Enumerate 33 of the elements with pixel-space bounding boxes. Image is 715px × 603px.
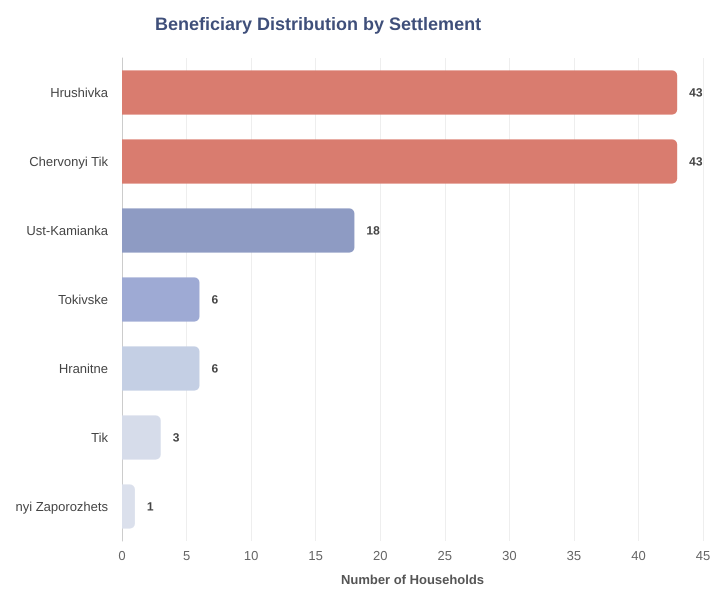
y-tick-label: Hranitne (58, 361, 108, 376)
y-tick-label: Ust-Kamianka (26, 223, 109, 238)
x-tick-label: 30 (502, 548, 517, 563)
bar (122, 484, 135, 529)
data-label: 43 (689, 86, 703, 100)
data-label: 6 (211, 362, 218, 376)
bar (122, 415, 161, 460)
data-label: 1 (146, 500, 154, 514)
y-tick-label: Chervonyi Tik (29, 154, 108, 169)
x-tick-label: 35 (566, 548, 582, 563)
chart-title: Beneficiary Distribution by Settlement (155, 14, 482, 34)
data-label: 3 (172, 430, 180, 444)
bar (122, 70, 678, 115)
x-tick-label: 15 (308, 548, 323, 563)
x-tick-label: 20 (372, 548, 388, 563)
x-tick-label: 45 (696, 548, 710, 563)
y-tick-label: Tokivske (58, 292, 108, 307)
bar (122, 346, 200, 391)
x-axis-title: Number of Households (340, 572, 484, 587)
x-tick-label: 40 (631, 548, 646, 563)
y-tick-label: Hrushivka (50, 85, 109, 100)
data-label: 18 (366, 224, 380, 238)
x-tick-label: 25 (438, 548, 452, 563)
bar (122, 208, 354, 253)
y-tick-label: Tik (91, 430, 108, 445)
bar (122, 277, 200, 322)
bar (122, 139, 678, 184)
x-tick-label: 5 (182, 548, 190, 563)
data-label: 6 (211, 292, 218, 306)
y-tick-label: nyi Zaporozhets (16, 499, 108, 514)
data-label: 43 (689, 154, 703, 168)
x-tick-label: 10 (244, 548, 258, 563)
x-tick-label: 0 (118, 548, 126, 563)
